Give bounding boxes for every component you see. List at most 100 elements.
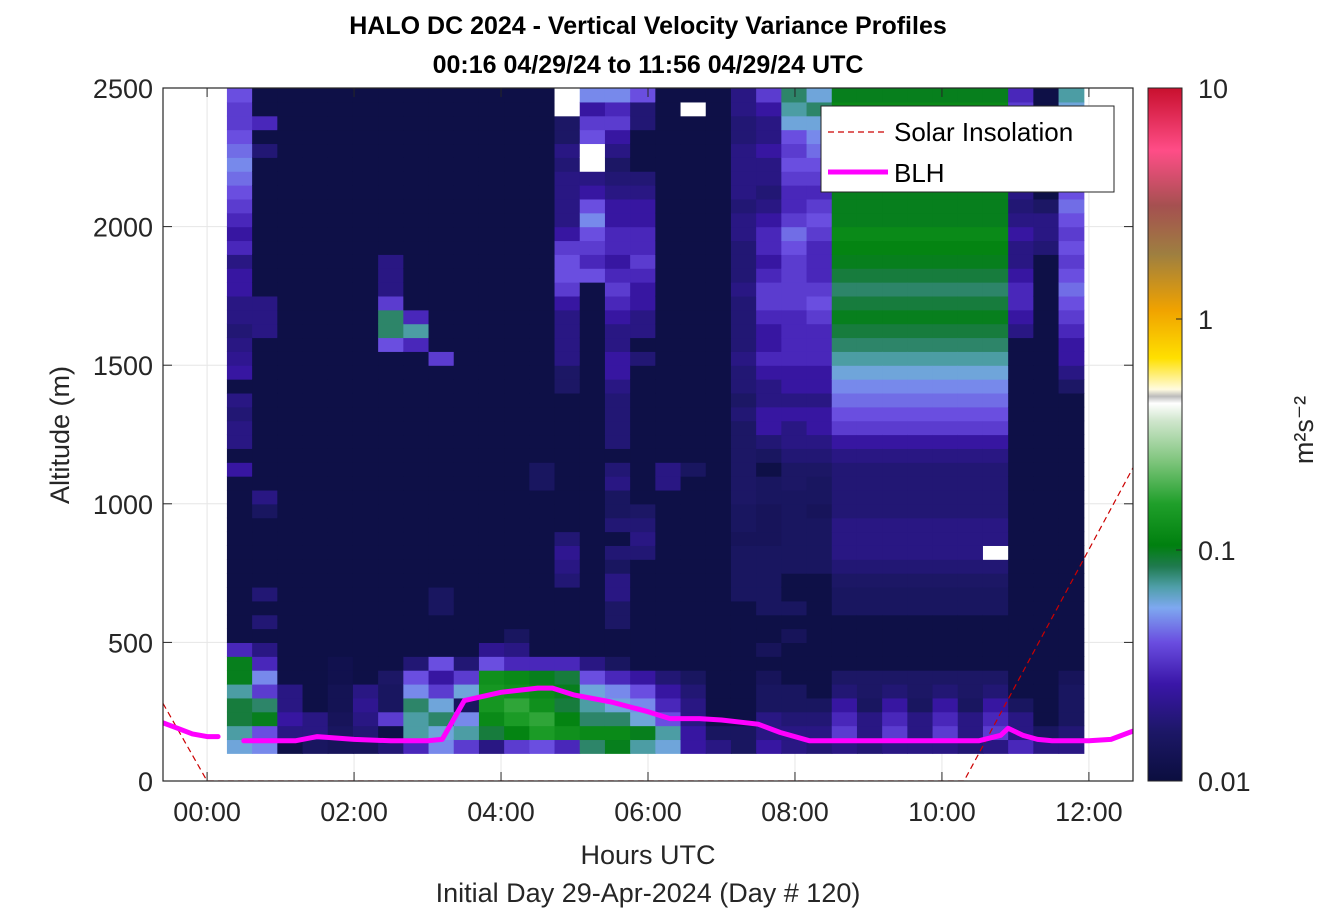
heatmap-cell <box>730 101 757 117</box>
heatmap-cell <box>957 434 984 449</box>
heatmap-cell <box>252 656 278 671</box>
heatmap-cell <box>806 434 833 449</box>
heatmap-cell <box>856 309 883 325</box>
heatmap-cell <box>403 198 430 214</box>
heatmap-cell <box>705 212 732 228</box>
heatmap-cell <box>428 683 455 699</box>
heatmap-cell <box>680 670 707 685</box>
heatmap-cell <box>907 586 934 602</box>
heatmap-cell <box>781 517 808 533</box>
heatmap-cell <box>327 586 354 602</box>
heatmap-cell <box>478 476 505 491</box>
heatmap-cell <box>957 337 984 352</box>
heatmap-cell <box>630 323 656 339</box>
heatmap-cell <box>352 573 379 588</box>
heatmap-cell <box>1058 268 1085 283</box>
heatmap-cell <box>856 586 883 602</box>
heatmap-cell <box>403 586 430 602</box>
heatmap-cell <box>630 559 656 574</box>
heatmap-cell <box>630 282 656 297</box>
heatmap-cell <box>1008 573 1034 588</box>
heatmap-cell <box>705 739 732 754</box>
heatmap-cell <box>579 295 606 311</box>
heatmap-cell <box>655 434 682 449</box>
heatmap-cell <box>982 309 1009 325</box>
heatmap-cell <box>604 198 631 214</box>
heatmap-cell <box>403 559 430 574</box>
heatmap-cell <box>806 392 833 408</box>
heatmap-cell <box>1033 448 1060 463</box>
heatmap-cell <box>730 573 757 588</box>
heatmap-cell <box>302 670 329 685</box>
heatmap-cell <box>882 379 908 394</box>
heatmap-cell <box>1033 517 1060 533</box>
heatmap-cell <box>226 212 253 228</box>
heatmap-cell <box>781 157 808 172</box>
heatmap-cell <box>604 337 631 352</box>
heatmap-cell <box>302 420 329 436</box>
heatmap-cell <box>226 88 253 103</box>
heatmap-cell <box>403 282 430 297</box>
heatmap-cell <box>756 101 782 117</box>
heatmap-cell <box>1033 656 1060 671</box>
heatmap-cell <box>680 586 707 602</box>
heatmap-cell <box>806 517 833 533</box>
heatmap-cell <box>403 226 430 242</box>
heatmap-cell <box>982 503 1009 519</box>
heatmap-cell <box>655 143 682 158</box>
heatmap-cell <box>907 476 934 491</box>
heatmap-cell <box>932 379 959 394</box>
heatmap-cell <box>655 379 682 394</box>
heatmap-cell <box>252 476 278 491</box>
heatmap-cell <box>781 656 808 671</box>
heatmap-cell <box>957 586 984 602</box>
heatmap-cell <box>781 628 808 643</box>
heatmap-cell <box>554 282 581 297</box>
heatmap-cell <box>554 656 581 671</box>
heatmap-cell <box>378 517 404 533</box>
heatmap-cell <box>453 670 480 685</box>
heatmap-cell <box>277 115 304 131</box>
heatmap-cell <box>655 101 682 117</box>
heatmap-cell <box>882 420 908 436</box>
heatmap-cell <box>781 351 808 366</box>
heatmap-cell <box>352 240 379 255</box>
heatmap-cell <box>554 379 581 394</box>
heatmap-cell <box>428 406 455 422</box>
heatmap-cell <box>957 406 984 422</box>
heatmap-cell <box>252 88 278 103</box>
heatmap-cell <box>403 670 430 685</box>
heatmap-cell <box>252 379 278 394</box>
heatmap-cell <box>604 656 631 671</box>
heatmap-cell <box>882 545 908 560</box>
heatmap-cell <box>705 670 732 685</box>
heatmap-cell <box>907 295 934 311</box>
heatmap-cell <box>705 282 732 297</box>
heatmap-cell <box>478 157 505 172</box>
heatmap-cell <box>478 448 505 463</box>
heatmap-cell <box>882 573 908 588</box>
heatmap-cell <box>226 254 253 269</box>
heatmap-cell <box>907 517 934 533</box>
x-tick-label: 00:00 <box>173 797 241 827</box>
heatmap-cell <box>705 420 732 436</box>
heatmap-cell <box>604 171 631 186</box>
heatmap-cell <box>378 226 404 242</box>
heatmap-cell <box>428 157 455 172</box>
heatmap-cell <box>907 240 934 255</box>
heatmap-cell <box>604 711 631 727</box>
heatmap-cell <box>302 129 329 145</box>
heatmap-cell <box>504 295 530 311</box>
colorbar-tick-label: 1 <box>1198 305 1213 335</box>
heatmap-cell <box>327 282 354 297</box>
heatmap-cell <box>428 323 455 339</box>
heatmap-cell <box>226 462 253 477</box>
heatmap-cell <box>806 323 833 339</box>
heatmap-cell <box>655 406 682 422</box>
heatmap-cell <box>1058 531 1085 546</box>
heatmap-cell <box>252 573 278 588</box>
heatmap-cell <box>907 268 934 283</box>
heatmap-cell <box>655 254 682 269</box>
heatmap-cell <box>982 462 1009 477</box>
heatmap-cell <box>932 198 959 214</box>
